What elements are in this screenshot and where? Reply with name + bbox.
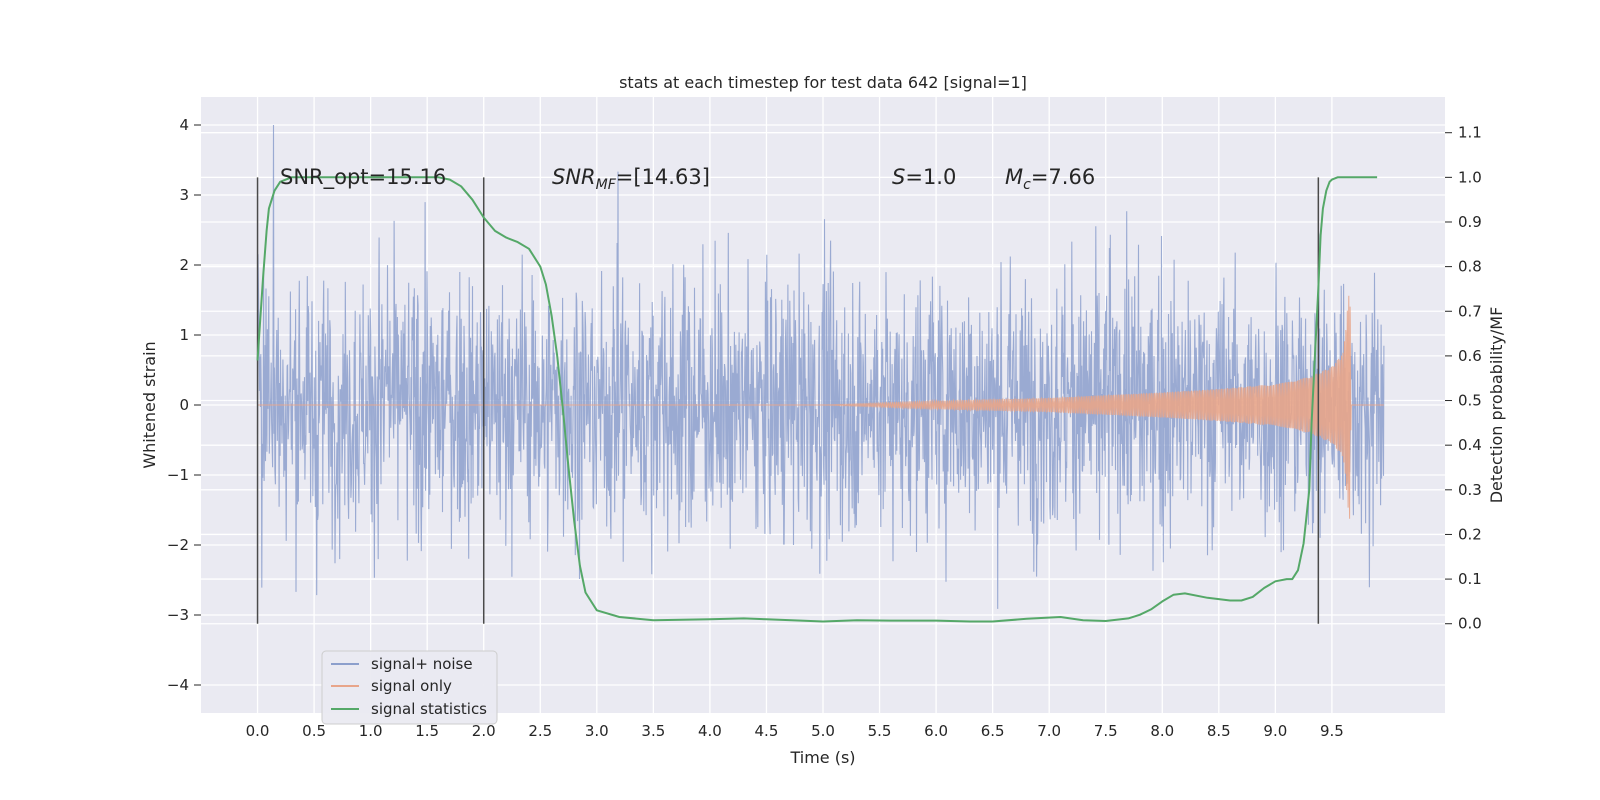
x-tick-label: 4.0: [698, 722, 722, 740]
y2-tick-label: 0.0: [1458, 615, 1482, 633]
y-tick-label: 1: [179, 326, 189, 344]
snr-opt-annotation: SNR_opt=15.16: [280, 165, 446, 190]
mc-annotation: Mc=7.66: [1005, 165, 1095, 193]
y-tick-label: 2: [179, 256, 189, 274]
legend-box: [321, 650, 498, 725]
x-tick-label: 3.5: [641, 722, 665, 740]
y2-tick-label: 1.1: [1458, 124, 1482, 142]
legend-label-signal-statistics: signal statistics: [371, 700, 487, 718]
chart-title: stats at each timestep for test data 642…: [619, 73, 1027, 92]
y2-tick-label: 0.4: [1458, 436, 1482, 454]
x-tick-label: 2.0: [472, 722, 496, 740]
legend: signal+ noise signal only signal statist…: [321, 650, 498, 725]
y2-tick-label: 0.3: [1458, 481, 1482, 499]
y2-tick-label: 0.6: [1458, 347, 1482, 365]
y-axis-ticks: 4 3 2 1 0 −1 −2 −3 −4: [167, 116, 201, 694]
signal-only-line: [257, 295, 1384, 519]
y2-tick-label: 0.8: [1458, 258, 1482, 276]
signal-only-series: [257, 295, 1384, 519]
y2-axis-ticks: 1.1 1.0 0.9 0.8 0.7 0.6 0.5 0.4 0.3 0.2 0.1 0.0: [1445, 124, 1482, 633]
y2-tick-label: 0.1: [1458, 570, 1482, 588]
y-tick-label: −1: [167, 466, 189, 484]
x-axis-label: Time (s): [789, 748, 855, 767]
x-tick-label: 9.5: [1320, 722, 1344, 740]
x-tick-label: 7.0: [1037, 722, 1061, 740]
legend-label-signal-noise: signal+ noise: [371, 655, 473, 673]
signal-noise-line: [256, 124, 1385, 609]
x-tick-label: 1.5: [415, 722, 439, 740]
snr-mf-annotation: SNRMF=[14.63]: [552, 165, 710, 193]
y2-tick-label: 0.9: [1458, 213, 1482, 231]
y2-tick-label: 0.2: [1458, 525, 1482, 543]
x-tick-label: 2.5: [528, 722, 552, 740]
y-tick-label: −3: [167, 606, 189, 624]
x-tick-label: 7.5: [1094, 722, 1118, 740]
x-tick-label: 3.0: [585, 722, 609, 740]
y2-tick-label: 1.0: [1458, 168, 1482, 186]
x-tick-label: 1.0: [359, 722, 383, 740]
y2-tick-label: 0.7: [1458, 302, 1482, 320]
y-axis-label: Whitened strain: [140, 341, 159, 468]
y-tick-label: 3: [179, 186, 189, 204]
y-tick-label: −2: [167, 536, 189, 554]
y-tick-label: 4: [179, 116, 189, 134]
legend-label-signal-only: signal only: [371, 677, 452, 695]
x-tick-label: 6.5: [981, 722, 1005, 740]
y2-tick-label: 0.5: [1458, 392, 1482, 410]
x-tick-label: 8.0: [1150, 722, 1174, 740]
s-annotation: S=1.0: [892, 165, 956, 189]
y2-axis-label: Detection probability/MF: [1487, 307, 1506, 504]
x-tick-label: 0.5: [302, 722, 326, 740]
signal-statistics-series: [256, 176, 1378, 623]
y-tick-label: 0: [179, 396, 189, 414]
vertical-marker-lines: [256, 177, 1320, 624]
signal-noise-series: [256, 124, 1385, 609]
x-tick-label: 0.0: [246, 722, 270, 740]
signal-statistics-line: [256, 176, 1378, 623]
x-tick-label: 5.5: [868, 722, 892, 740]
x-tick-label: 5.0: [811, 722, 835, 740]
x-axis-ticks: 0.0 0.5 1.0 1.5 2.0 2.5 3.0 3.5 4.0 4.5 5.0 5.5 6.0 6…: [246, 722, 1344, 740]
x-tick-label: 9.0: [1263, 722, 1287, 740]
x-tick-label: 6.0: [924, 722, 948, 740]
x-tick-label: 8.5: [1207, 722, 1231, 740]
y-tick-label: −4: [167, 676, 189, 694]
x-tick-label: 4.5: [755, 722, 779, 740]
